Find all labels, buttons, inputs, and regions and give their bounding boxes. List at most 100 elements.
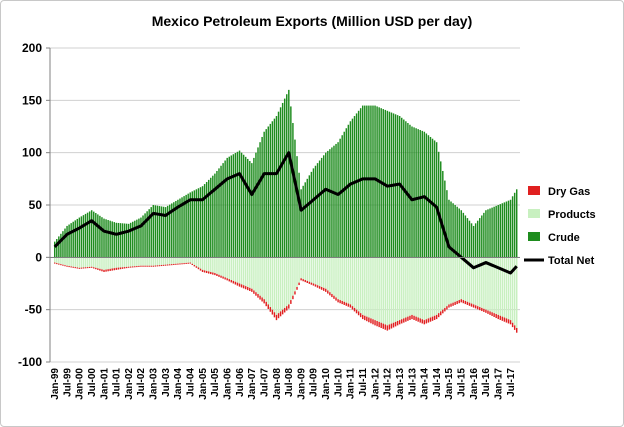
crude-bar (440, 161, 442, 258)
dry-gas-bar (474, 305, 477, 309)
dry-gas-bar (269, 307, 272, 312)
crude-bar (318, 160, 321, 258)
crude-bar (263, 131, 265, 258)
dry-gas-bar (60, 264, 62, 266)
dry-gas-bar (58, 263, 60, 265)
crude-bar (372, 105, 374, 258)
legend-label-crude: Crude (548, 232, 580, 244)
crude-bar (505, 201, 508, 258)
products-bar (140, 257, 142, 266)
dry-gas-bar (433, 315, 436, 320)
dry-gas-bar (511, 322, 514, 328)
crude-bar (472, 225, 475, 258)
products-bar (409, 257, 411, 316)
crude-bar (458, 208, 460, 258)
crude-bar (109, 220, 111, 258)
products-bar (349, 257, 352, 305)
crude-bar (481, 215, 483, 258)
products-bar (152, 257, 155, 266)
crude-bar (310, 171, 313, 258)
products-bar (74, 257, 76, 268)
products-bar (403, 257, 405, 319)
products-bar (470, 257, 473, 304)
products-bar (325, 257, 327, 289)
products-bar (489, 257, 491, 312)
dry-gas-bar (325, 288, 327, 292)
crude-bar (302, 185, 304, 258)
y-tick-label: 150 (22, 93, 42, 107)
products-bar (296, 257, 298, 287)
products-bar (485, 257, 487, 310)
crude-bar (107, 220, 109, 258)
dry-gas-bar (134, 266, 136, 268)
products-bar (244, 257, 247, 287)
products-bar (333, 257, 335, 296)
x-tick-label: Jul-13 (407, 368, 418, 397)
dry-gas-bar (380, 322, 382, 328)
crude-bar (316, 163, 319, 258)
crude-bar (495, 205, 497, 258)
crude-bar (193, 190, 196, 258)
products-bar (448, 257, 450, 305)
dry-gas-bar (179, 263, 181, 265)
dry-gas-bar (423, 320, 426, 325)
products-bar (207, 257, 210, 272)
products-bar (251, 257, 253, 289)
products-bar (370, 257, 372, 319)
crude-bar (454, 205, 456, 258)
crude-bar (247, 158, 249, 258)
dry-gas-bar (177, 263, 179, 265)
crude-bar (298, 172, 300, 258)
dry-gas-bar (292, 295, 294, 300)
dry-gas-bar (205, 270, 208, 274)
products-bar (398, 257, 401, 321)
products-bar (218, 257, 220, 275)
products-bar (357, 257, 360, 312)
products-bar (181, 257, 183, 264)
crude-bar (294, 139, 296, 258)
crude-bar (134, 220, 136, 258)
crude-bar (212, 175, 214, 258)
crude-bar (339, 138, 341, 258)
dry-gas-bar (201, 269, 204, 272)
crude-bar (409, 124, 411, 258)
crude-bar (171, 203, 173, 258)
crude-bar (442, 170, 444, 258)
products-bar (111, 257, 113, 269)
products-bar (205, 257, 208, 271)
crude-bar (485, 210, 487, 258)
crude-bar (415, 128, 417, 258)
products-bar (310, 257, 313, 283)
dry-gas-bar (427, 318, 430, 323)
products-bar (314, 257, 317, 285)
dry-gas-bar (390, 323, 393, 329)
products-bar (380, 257, 382, 323)
crude-bar (376, 106, 378, 258)
products-bar (421, 257, 423, 320)
dry-gas-bar (80, 267, 83, 269)
dry-gas-bar (460, 299, 463, 303)
dry-gas-bar (456, 300, 458, 305)
products-bar (286, 257, 288, 307)
products-bar (72, 257, 74, 267)
dry-gas-bar (446, 306, 448, 310)
products-bar (472, 257, 475, 305)
x-tick-label: Jan-10 (321, 368, 332, 400)
crude-bar (448, 199, 450, 258)
products-bar (386, 257, 389, 326)
dry-gas-bar (121, 267, 124, 269)
crude-bar (267, 126, 269, 258)
products-bar (148, 257, 150, 266)
x-tick-label: Jan-03 (149, 368, 160, 400)
x-tick-label: Jan-01 (99, 368, 110, 400)
dry-gas-bar (95, 267, 97, 270)
dry-gas-bar (419, 318, 421, 323)
products-bar (150, 257, 152, 266)
dry-gas-bar (281, 309, 284, 315)
products-bar (56, 257, 58, 264)
dry-gas-bar (448, 304, 450, 308)
dry-gas-bar (76, 267, 79, 269)
dry-gas-bar (140, 265, 142, 267)
crude-bar (127, 223, 130, 258)
dry-gas-bar (164, 264, 167, 266)
